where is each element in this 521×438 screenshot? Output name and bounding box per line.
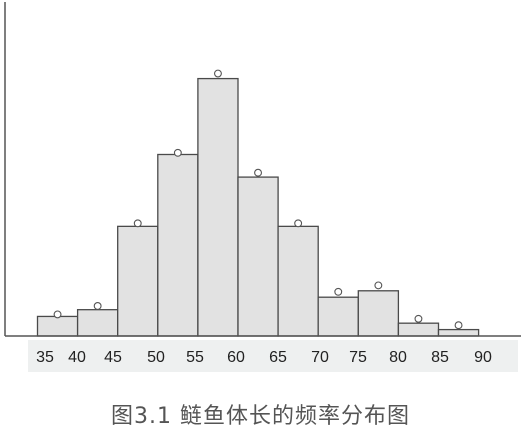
frequency-point-3 (133, 219, 142, 228)
x-tick-label-55: 55 (186, 349, 204, 366)
x-tick-label-65: 65 (269, 349, 287, 366)
frequency-point-4 (173, 148, 182, 157)
histogram-bar-9 (357, 290, 400, 337)
x-tick-label-45: 45 (104, 349, 122, 366)
frequency-point-10 (414, 314, 423, 323)
frequency-point-7 (294, 219, 303, 228)
histogram-bar-11 (437, 328, 480, 337)
x-tick-labels: 35 40 45 50 55 60 65 70 75 80 85 90 (36, 349, 492, 366)
frequency-point-1 (53, 310, 62, 319)
histogram-bar-1 (36, 315, 79, 337)
frequency-point-5 (214, 69, 222, 78)
histogram-chart: 35 40 45 50 55 60 65 70 75 80 85 90 (4, 2, 521, 372)
histogram-bar-3 (117, 225, 159, 337)
frequency-point-6 (254, 168, 262, 177)
x-tick-label-85: 85 (431, 349, 449, 366)
x-tick-label-90: 90 (474, 349, 492, 366)
x-tick-label-70: 70 (311, 349, 329, 366)
histogram-bar-8 (317, 296, 359, 337)
tick-label-background (28, 340, 518, 372)
frequency-point-11 (454, 321, 463, 330)
histogram-bar-6 (237, 176, 279, 337)
frequency-point-2 (93, 302, 102, 310)
histogram-bar-2 (76, 309, 119, 337)
histogram-bar-5 (197, 77, 239, 337)
histogram-bar-10 (397, 322, 440, 337)
x-tick-label-35: 35 (36, 349, 54, 366)
x-tick-label-75: 75 (349, 349, 367, 366)
frequency-point-9 (374, 281, 383, 290)
figure-caption: 图3.1 鲢鱼体长的频率分布图 (111, 404, 410, 429)
x-tick-label-80: 80 (389, 349, 407, 366)
histogram-bar-7 (277, 225, 319, 337)
x-tick-label-40: 40 (68, 349, 86, 366)
x-tick-label-50: 50 (147, 349, 165, 366)
histogram-bar-4 (157, 153, 199, 337)
frequency-point-8 (334, 287, 343, 296)
points-group (53, 69, 463, 330)
bars-group (36, 77, 480, 337)
x-tick-label-60: 60 (227, 349, 245, 366)
